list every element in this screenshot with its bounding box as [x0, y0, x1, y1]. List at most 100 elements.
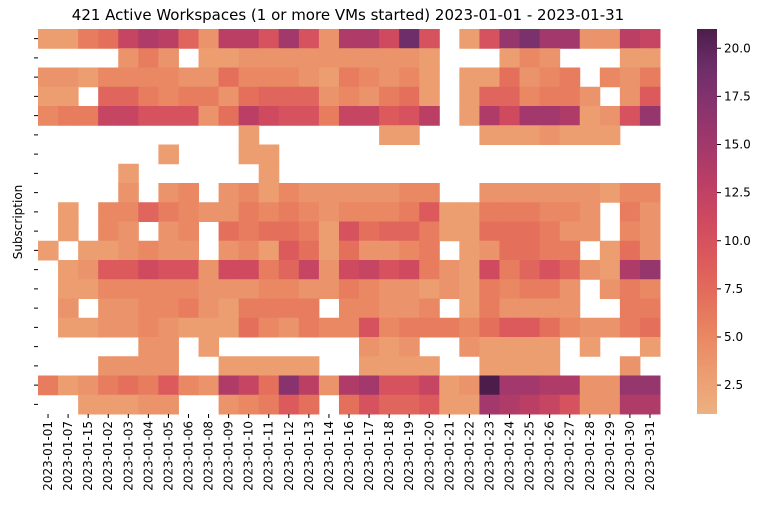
heatmap-cell [379, 337, 400, 357]
heatmap-cell [258, 67, 280, 88]
heatmap-cell [78, 240, 99, 261]
heatmap-cell [138, 48, 159, 68]
heatmap-cell [118, 183, 139, 203]
heatmap-cell [98, 298, 119, 319]
x-tick-label: 2023-01-06 [181, 421, 195, 491]
heatmap-cell [98, 67, 119, 88]
heatmap-cell [499, 183, 521, 203]
heatmap-cell [258, 163, 280, 184]
heatmap-cell [439, 394, 460, 415]
heatmap-cell [519, 106, 541, 126]
heatmap-cell [218, 240, 240, 261]
heatmap-cell [198, 202, 220, 222]
heatmap-cell [499, 221, 521, 242]
heatmap-cell [138, 298, 159, 319]
heatmap-cell [419, 317, 440, 338]
heatmap-cell [499, 317, 521, 338]
heatmap-cell [38, 106, 59, 126]
heatmap-cell [519, 298, 541, 319]
heatmap-cell [318, 202, 340, 222]
heatmap-cell [118, 279, 139, 299]
heatmap-cell [178, 29, 200, 49]
heatmap-cell [238, 375, 260, 396]
x-tick-label: 2023-01-20 [422, 421, 436, 491]
heatmap-cell [599, 125, 621, 145]
heatmap-cell [519, 279, 541, 299]
heatmap-cell [238, 298, 260, 319]
heatmap-cell [158, 337, 179, 357]
heatmap-cell [359, 394, 380, 415]
heatmap-cell [499, 86, 521, 107]
heatmap-cell [479, 337, 500, 357]
heatmap-cell [519, 240, 541, 261]
heatmap-cell [399, 317, 420, 338]
heatmap-cell [338, 317, 360, 338]
heatmap-cell [58, 279, 79, 299]
heatmap-cell [599, 394, 621, 415]
heatmap-cell [459, 202, 480, 222]
heatmap-cell [58, 29, 79, 49]
heatmap-cell [459, 67, 480, 88]
heatmap-cell [78, 106, 99, 126]
heatmap-cell [619, 394, 641, 415]
heatmap-cell [359, 86, 380, 107]
heatmap-cell [278, 67, 300, 88]
y-axis-ticks [34, 38, 38, 405]
heatmap-cell [359, 375, 380, 396]
heatmap-cell [479, 67, 500, 88]
heatmap-cell [559, 298, 581, 319]
heatmap-cell [258, 240, 280, 261]
heatmap-cell [419, 67, 440, 88]
heatmap-cell [579, 106, 601, 126]
x-tick-label: 2023-01-23 [482, 421, 496, 491]
heatmap-cell [278, 106, 300, 126]
heatmap-cell [379, 48, 400, 68]
heatmap-cell [298, 221, 320, 242]
heatmap-cell [58, 260, 79, 280]
heatmap-cell [118, 29, 139, 49]
heatmap-cell [238, 67, 260, 88]
heatmap-cell [218, 221, 240, 242]
heatmap-cell [78, 29, 99, 49]
heatmap-cell [178, 375, 200, 396]
heatmap-cell [318, 106, 340, 126]
colorbar [697, 29, 717, 414]
heatmap-cell [499, 240, 521, 261]
heatmap-cell [278, 356, 300, 376]
heatmap-cell [399, 125, 420, 145]
heatmap-cell [539, 48, 561, 68]
heatmap-cell [278, 279, 300, 299]
heatmap-cell [158, 260, 179, 280]
heatmap-cell [338, 29, 360, 49]
heatmap-cell [619, 356, 641, 376]
heatmap-cell [639, 298, 661, 319]
heatmap-cell [419, 356, 440, 376]
heatmap-cell [439, 221, 460, 242]
heatmap-cell [318, 48, 340, 68]
heatmap-cell [198, 260, 220, 280]
heatmap-cell [338, 375, 360, 396]
heatmap-cell [158, 48, 179, 68]
heatmap-cell [479, 317, 500, 338]
heatmap-cell [238, 144, 260, 165]
heatmap-cell [58, 202, 79, 222]
heatmap-cell [399, 86, 420, 107]
heatmap-cell [318, 240, 340, 261]
heatmap-cell [619, 48, 641, 68]
heatmap-cell [338, 221, 360, 242]
heatmap-cell [359, 183, 380, 203]
heatmap-cell [559, 202, 581, 222]
heatmap-cell [379, 356, 400, 376]
heatmap-cell [178, 279, 200, 299]
heatmap-cell [278, 29, 300, 49]
heatmap-cell [459, 29, 480, 49]
heatmap-cell [579, 202, 601, 222]
heatmap-cell [419, 394, 440, 415]
heatmap-cell [499, 29, 521, 49]
heatmap-cell [158, 356, 179, 376]
heatmap-cell [318, 29, 340, 49]
heatmap-cell [98, 29, 119, 49]
heatmap-cell [459, 86, 480, 107]
heatmap-cell [98, 221, 119, 242]
heatmap-cell [318, 279, 340, 299]
